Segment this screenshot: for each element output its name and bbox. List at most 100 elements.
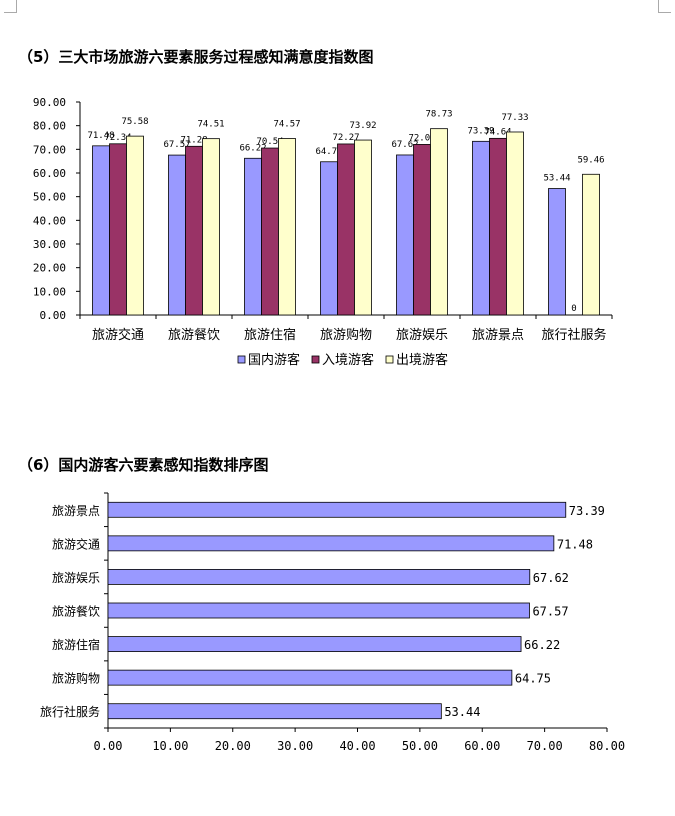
y-tick-label: 60.00: [33, 167, 66, 180]
data-label: 67.62: [391, 140, 418, 150]
data-label: 67.57: [163, 140, 190, 150]
x-tick-label: 40.00: [339, 739, 375, 753]
bar: [472, 140, 490, 316]
bar: [261, 147, 279, 316]
category-label: 旅游交通: [52, 536, 100, 551]
category-label: 旅游景点: [472, 328, 524, 343]
y-tick-label: 10.00: [33, 285, 66, 298]
data-label: 74.51: [197, 120, 224, 130]
data-label: 71.48: [557, 537, 593, 551]
bar: [185, 145, 203, 316]
y-tick-label: 0.00: [40, 309, 67, 322]
category-label: 旅游购物: [52, 671, 100, 686]
category-label: 旅游住宿: [52, 637, 100, 652]
data-label: 72.34: [104, 133, 131, 143]
data-label: 77.33: [501, 113, 528, 123]
data-label: 71.48: [87, 131, 114, 141]
y-tick-label: 20.00: [33, 262, 66, 275]
bar: [126, 135, 144, 316]
x-tick-label: 20.00: [215, 739, 251, 753]
page-corner-mark-left: [4, 0, 17, 13]
bar: [320, 161, 338, 316]
bar: [107, 569, 531, 585]
bar: [107, 636, 522, 652]
data-label: 67.62: [533, 571, 569, 585]
data-label: 64.75: [515, 672, 551, 686]
data-label: 66.22: [524, 638, 560, 652]
category-label: 旅游购物: [320, 327, 372, 343]
x-tick-label: 10.00: [152, 739, 188, 753]
data-label: 59.46: [577, 155, 604, 165]
data-label: 78.73: [425, 110, 452, 120]
legend-swatch: [311, 355, 320, 364]
bar: [107, 602, 530, 619]
x-tick-label: 70.00: [527, 739, 563, 753]
category-label: 旅游交通: [92, 327, 144, 343]
legend-label: 入境游客: [322, 352, 374, 368]
data-label: 67.57: [532, 605, 568, 619]
x-tick-label: 50.00: [402, 739, 438, 753]
y-tick-label: 30.00: [33, 238, 66, 251]
category-label: 旅行社服务: [40, 704, 100, 719]
bar: [489, 137, 507, 316]
bar: [430, 128, 448, 316]
category-label: 旅游餐饮: [52, 604, 100, 619]
y-tick-label: 90.00: [33, 96, 66, 109]
y-tick-label: 80.00: [33, 120, 66, 133]
bar: [107, 669, 513, 686]
data-label: 53.44: [444, 705, 480, 719]
data-label: 74.57: [273, 120, 300, 130]
bar: [202, 138, 220, 316]
x-tick-label: 30.00: [277, 739, 313, 753]
bar: [506, 131, 524, 316]
legend-swatch: [385, 355, 394, 364]
bar: [107, 535, 555, 552]
data-label: 73.39: [467, 126, 494, 136]
legend-label: 国内游客: [248, 352, 300, 368]
bar: [278, 138, 296, 316]
data-label: 72.27: [332, 133, 359, 143]
legend-label: 出境游客: [396, 352, 448, 368]
data-label: 71.28: [180, 135, 207, 145]
chart2-title: （6）国内游客六要素感知指数排序图: [18, 456, 269, 474]
bar: [582, 173, 600, 316]
grouped-bar-chart: 0.00 10.00 20.00 30.00 40.00 50.00 60.00 70.00 8…: [33, 96, 613, 368]
page-corner-mark-right: [658, 0, 671, 13]
category-label: 旅游景点: [52, 504, 100, 518]
x-tick-label: 0.00: [94, 739, 123, 753]
data-label: 72.07: [408, 133, 435, 143]
bar: [548, 188, 566, 316]
bar: [396, 154, 414, 316]
category-label: 旅游娱乐: [52, 571, 100, 585]
x-tick-label: 80.00: [589, 739, 625, 753]
bar: [168, 154, 186, 316]
x-tick-label: 60.00: [464, 739, 500, 753]
bar: [107, 501, 567, 518]
chart1-title: （5）三大市场旅游六要素服务过程感知满意度指数图: [18, 48, 374, 66]
data-label: 53.44: [543, 174, 570, 184]
data-label: 70.54: [256, 137, 283, 147]
y-tick-label: 50.00: [33, 191, 66, 204]
data-label: 73.39: [569, 504, 605, 518]
horizontal-bar-chart: 0.00 10.00 20.00 30.00 40.00 50.00 60.00 70.00 8…: [40, 492, 625, 753]
y-tick-label: 40.00: [33, 214, 66, 227]
y-tick-label: 70.00: [33, 143, 66, 156]
bar: [413, 144, 431, 316]
data-label: 73.92: [349, 121, 376, 131]
data-label: 64.75: [315, 147, 342, 157]
bar: [337, 143, 355, 316]
data-label: 74.64: [484, 127, 511, 137]
bar: [107, 703, 442, 720]
bar: [109, 143, 127, 316]
category-label: 旅游住宿: [244, 327, 296, 343]
category-label: 旅游娱乐: [396, 328, 448, 343]
bar: [244, 157, 262, 316]
data-label: 66.22: [239, 143, 266, 153]
bar: [354, 139, 372, 316]
data-label: 75.58: [121, 117, 148, 127]
category-label: 旅行社服务: [541, 327, 606, 343]
legend-swatch: [237, 355, 246, 364]
category-label: 旅游餐饮: [168, 327, 220, 343]
bar: [92, 145, 110, 316]
data-label: 0: [571, 304, 576, 314]
